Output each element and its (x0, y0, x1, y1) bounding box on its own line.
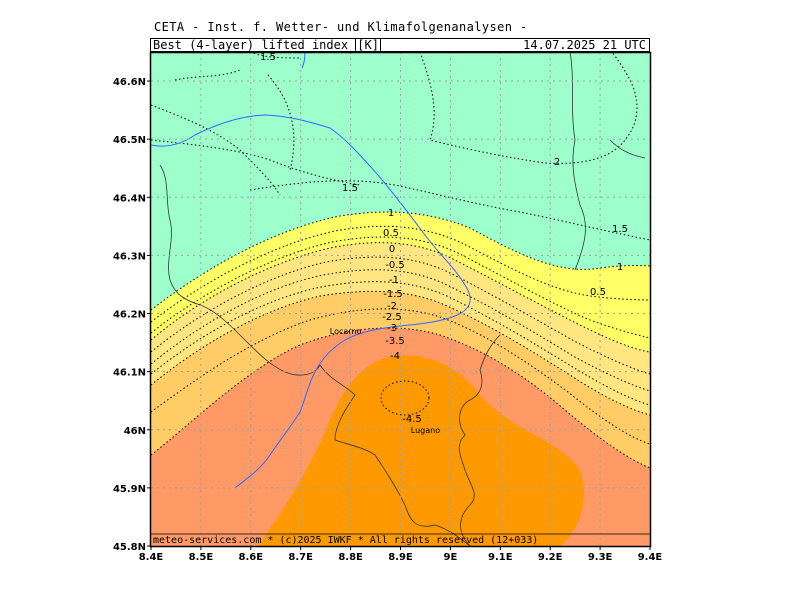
lon-tick-label: 9.1E (488, 552, 513, 563)
lon-tick-label: 8.9E (388, 552, 413, 563)
city-label: Lugano (411, 426, 440, 435)
lat-tick-label: 45.8N (113, 542, 146, 553)
contour-label: -2.5 (382, 312, 402, 323)
lon-tick-label: 8.5E (189, 552, 214, 563)
copyright-text: meteo-services.com * (c)2025 IWKF * All … (153, 535, 538, 546)
field-name: Best_(4-layer)_lifted_index_ [K] (153, 38, 381, 52)
contour-lines (151, 52, 650, 469)
contour-label: 2 (554, 157, 560, 168)
lon-tick-label: 9E (444, 552, 458, 563)
contour-labels: 1.5 2 1.5 1.5 1 0.5 0 -0.5 -1 -1.5-2-2.5-3 -3.5 -4 -… (260, 52, 628, 425)
contour-label: -3.5 (385, 336, 405, 347)
field-header-bar: Best_(4-layer)_lifted_index_ [K] 14.07.20… (150, 38, 650, 52)
contour-label: 1 (388, 208, 394, 219)
lon-tick-label: 8.6E (239, 552, 264, 563)
contour-label: 1.5 (260, 52, 276, 63)
contour-label: -2 (387, 301, 397, 312)
contour-label: 0.5 (590, 287, 606, 298)
lon-tick-label: 9.4E (638, 552, 663, 563)
contour-label: 1 (617, 262, 623, 273)
contour-label: 1.5 (612, 224, 628, 235)
lat-axis: 45.8N 45.9N 46N 46.1N 46.2N 46.3N 46.4N 46.5N 46… (113, 77, 151, 553)
lon-tick-label: 8.7E (288, 552, 313, 563)
rivers-lakes (151, 52, 471, 489)
city-label: Locarno (330, 327, 362, 336)
contour-label: -3 (387, 323, 397, 334)
contour-label: -0.5 (385, 260, 405, 271)
city-labels: Locarno Lugano (330, 327, 440, 435)
valid-datetime: 14.07.2025 21 UTC (523, 38, 646, 52)
graticule (151, 52, 650, 546)
lat-tick-label: 46.1N (113, 368, 146, 379)
contour-label: 0 (389, 244, 395, 255)
lon-tick-label: 9.3E (588, 552, 613, 563)
contour-label: -4.5 (402, 414, 422, 425)
lat-tick-label: 46.5N (113, 135, 146, 146)
lat-tick-label: 46.4N (113, 193, 146, 204)
contour-label: -1.5 (383, 289, 403, 300)
contour-label: 0.5 (383, 228, 399, 239)
lat-tick-label: 46.6N (113, 77, 146, 88)
lon-tick-label: 9.2E (538, 552, 563, 563)
lat-tick-label: 46.3N (113, 251, 146, 262)
lat-tick-label: 46N (124, 426, 146, 437)
lon-axis: 8.4E 8.5E 8.6E 8.7E 8.8E 8.9E 9E 9.1E 9.2E 9.3E 9.… (139, 546, 663, 563)
contour-label: 1.5 (342, 183, 358, 194)
lon-tick-label: 8.8E (338, 552, 363, 563)
band-below-m4 (258, 355, 584, 546)
contour-label: -4 (390, 351, 400, 362)
contour-label: -1 (389, 275, 399, 286)
institute-title: CETA - Inst. f. Wetter- und Klimafolgena… (154, 20, 528, 34)
lat-tick-label: 46.2N (113, 310, 146, 321)
lat-tick-label: 45.9N (113, 484, 146, 495)
contour-m4.5 (380, 380, 430, 416)
lon-tick-label: 8.4E (139, 552, 164, 563)
